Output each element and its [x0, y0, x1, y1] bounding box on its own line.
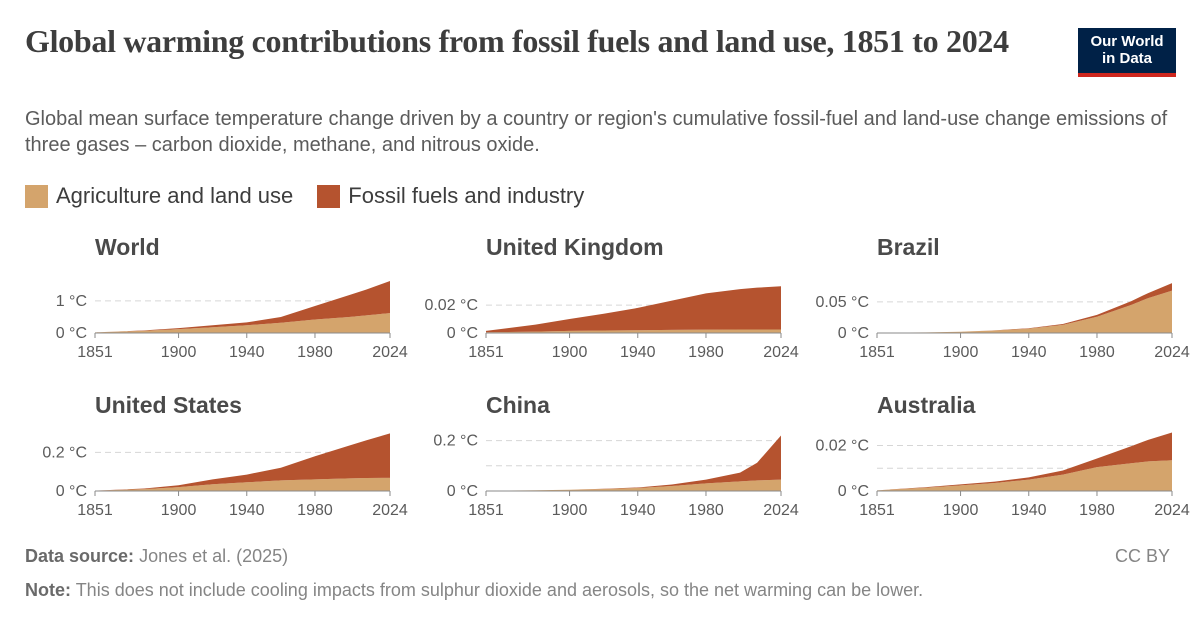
x-tick-label: 1940: [1011, 344, 1047, 361]
y-tick-label: 0 °C: [838, 483, 869, 500]
data-source-label: Data source:: [25, 546, 135, 566]
data-source: Data source: Jones et al. (2025): [25, 546, 288, 567]
x-tick-label: 2024: [763, 344, 799, 361]
x-tick-label: 2024: [372, 344, 408, 361]
legend-label-agriculture: Agriculture and land use: [56, 183, 294, 208]
x-tick-label: 2024: [372, 502, 408, 519]
area-fossil-united-kingdom[interactable]: [486, 286, 781, 333]
area-agriculture-brazil[interactable]: [877, 290, 1172, 333]
x-tick-label: 1900: [552, 502, 588, 519]
y-tick-label: 0 °C: [838, 325, 869, 342]
x-tick-label: 1900: [943, 502, 979, 519]
x-tick-label: 1940: [620, 344, 656, 361]
x-tick-label: 2024: [1154, 502, 1190, 519]
y-tick-label: 0 °C: [56, 325, 87, 342]
x-tick-label: 1980: [1079, 344, 1115, 361]
x-tick-label: 1851: [468, 344, 504, 361]
x-tick-label: 1900: [161, 502, 197, 519]
x-tick-label: 1980: [297, 344, 333, 361]
legend-swatch-agriculture: [25, 184, 48, 208]
area-fossil-world[interactable]: [95, 280, 390, 333]
panel-united-states: United States 0 °C 0.2 °C 1851 1900 1940 1980 2…: [42, 392, 408, 519]
note: Note: This does not include cooling impa…: [25, 580, 923, 601]
x-tick-label: 1851: [77, 344, 113, 361]
legend-swatch-fossil: [317, 184, 341, 208]
x-tick-label: 1900: [161, 344, 197, 361]
chart-title: Global warming contributions from fossil…: [25, 23, 1009, 59]
logo-line-2: in Data: [1101, 50, 1152, 67]
panel-title-united-states: United States: [95, 392, 242, 418]
x-tick-label: 1851: [77, 502, 113, 519]
x-tick-label: 1900: [943, 344, 979, 361]
area-fossil-australia[interactable]: [877, 432, 1172, 491]
y-tick-label: 0.2 °C: [433, 433, 478, 450]
x-tick-label: 1940: [229, 344, 265, 361]
logo-line-1: Our World: [1090, 33, 1164, 50]
data-source-text[interactable]: Jones et al. (2025): [139, 546, 289, 566]
panel-world: World 0 °C 1 °C 1851 1900 1940 1980 2024: [56, 234, 408, 361]
y-tick-label: 0.02 °C: [815, 438, 869, 455]
x-tick-label: 1980: [688, 344, 724, 361]
x-tick-label: 1940: [229, 502, 265, 519]
legend: Agriculture and land use Fossil fuels an…: [25, 183, 584, 209]
legend-item-fossil[interactable]: Fossil fuels and industry: [317, 183, 584, 209]
area-agriculture-australia[interactable]: [877, 460, 1172, 491]
y-tick-label: 0 °C: [56, 483, 87, 500]
x-tick-label: 1980: [297, 502, 333, 519]
area-fossil-united-states[interactable]: [95, 433, 390, 491]
panel-australia: Australia 0 °C 0.02 °C 1851 1900 1940 1980 2024: [815, 392, 1189, 519]
note-label: Note:: [25, 580, 71, 600]
panel-title-united-kingdom: United Kingdom: [486, 234, 664, 260]
x-tick-label: 1900: [552, 344, 588, 361]
y-tick-label: 1 °C: [56, 293, 87, 310]
panel-united-kingdom: United Kingdom 0 °C 0.02 °C 1851 1900 1940 198…: [424, 234, 798, 361]
y-tick-label: 0.05 °C: [815, 294, 869, 311]
license[interactable]: CC BY: [1114, 546, 1170, 566]
y-tick-label: 0.02 °C: [424, 297, 478, 314]
x-tick-label: 1980: [688, 502, 724, 519]
panel-china: China 0 °C 0.2 °C 1851 1900 1940 1980 2024: [433, 392, 799, 519]
x-tick-label: 1851: [859, 344, 895, 361]
area-agriculture-world[interactable]: [95, 313, 390, 333]
legend-label-fossil: Fossil fuels and industry: [348, 183, 585, 208]
area-agriculture-china[interactable]: [486, 479, 781, 491]
panel-title-brazil: Brazil: [877, 234, 940, 260]
legend-item-agriculture[interactable]: Agriculture and land use: [25, 183, 293, 209]
panel-title-australia: Australia: [877, 392, 976, 418]
panel-brazil: Brazil 0 °C 0.05 °C 1851 1900 1940 1980 2024: [815, 234, 1189, 361]
panel-title-china: China: [486, 392, 550, 418]
note-text: This does not include cooling impacts fr…: [75, 580, 924, 600]
x-tick-label: 1851: [859, 502, 895, 519]
owid-logo[interactable]: Our World in Data: [1078, 28, 1176, 77]
x-tick-label: 2024: [1154, 344, 1190, 361]
x-tick-label: 2024: [763, 502, 799, 519]
area-agriculture-united-states[interactable]: [95, 477, 390, 491]
y-tick-label: 0 °C: [447, 483, 478, 500]
panel-title-world: World: [95, 234, 160, 260]
y-tick-label: 0 °C: [447, 325, 478, 342]
x-tick-label: 1851: [468, 502, 504, 519]
y-tick-label: 0.2 °C: [42, 444, 87, 461]
chart-subtitle: Global mean surface temperature change d…: [25, 108, 1168, 156]
x-tick-label: 1940: [620, 502, 656, 519]
area-agriculture-united-kingdom[interactable]: [486, 329, 781, 333]
x-tick-label: 1940: [1011, 502, 1047, 519]
x-tick-label: 1980: [1079, 502, 1115, 519]
